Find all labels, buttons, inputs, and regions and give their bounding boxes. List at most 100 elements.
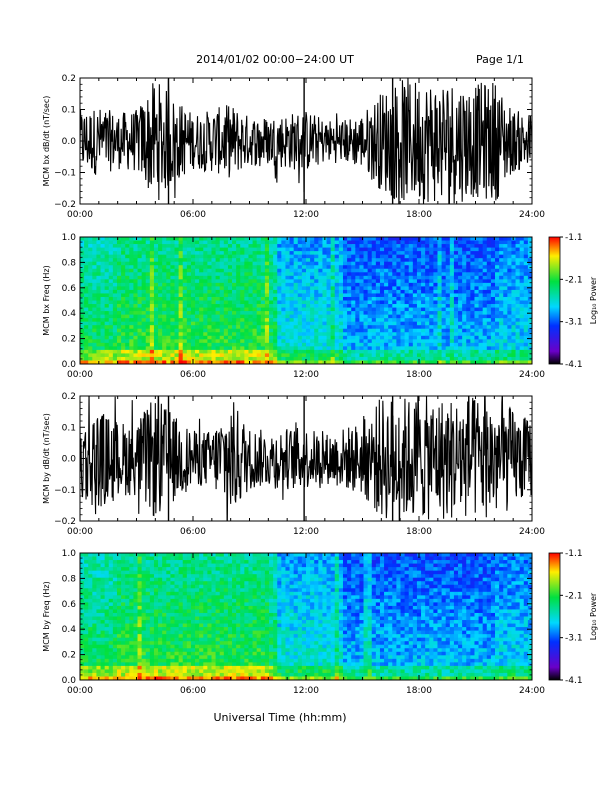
spectrogram-cell [289, 293, 295, 298]
spectrogram-cell [236, 349, 241, 354]
spectrogram-cell [203, 335, 208, 340]
spectrogram-cell [125, 648, 130, 653]
spectrogram-cell [84, 553, 89, 557]
spectrogram-cell [445, 349, 451, 354]
spectrogram-cell [199, 321, 204, 326]
spectrogram-cell [149, 332, 155, 337]
spectrogram-cell [96, 279, 101, 284]
y-axis-label: MCM bx dB/dt (nT/sec) [42, 96, 51, 187]
spectrogram-cell [252, 332, 258, 337]
spectrogram-cell [281, 265, 286, 270]
spectrogram-cell [367, 346, 373, 351]
spectrogram-cell [306, 240, 311, 245]
spectrogram-cell [482, 272, 488, 277]
spectrogram-cell [466, 342, 471, 347]
spectrogram-cell [100, 268, 106, 273]
spectrogram-cell [310, 275, 315, 280]
spectrogram-cell [162, 275, 167, 280]
spectrogram-cell [223, 328, 229, 333]
spectrogram-cell [462, 254, 467, 259]
spectrogram-cell [425, 356, 430, 361]
spectrogram-cell [88, 282, 93, 287]
spectrogram-cell [158, 282, 163, 287]
spectrogram-cell [100, 655, 106, 660]
spectrogram-cell [141, 279, 147, 284]
spectrogram-cell [125, 574, 130, 579]
spectrogram-cell [96, 595, 101, 600]
spectrogram-cell [166, 321, 171, 326]
spectrogram-cell [195, 268, 200, 273]
spectrogram-cell [186, 251, 192, 256]
spectrogram-cell [330, 360, 336, 365]
spectrogram-cell [412, 240, 418, 245]
spectrogram-cell [269, 268, 274, 273]
spectrogram-cell [458, 356, 463, 361]
spectrogram-cell [322, 321, 327, 326]
spectrogram-cell [281, 251, 286, 256]
spectrogram-cell [186, 254, 192, 259]
spectrogram-cell [392, 251, 397, 256]
spectrogram-cell [388, 332, 393, 337]
spectrogram-cell [503, 251, 508, 256]
spectrogram-cell [334, 356, 340, 361]
spectrogram-cell [453, 272, 459, 277]
spectrogram-cell [84, 581, 89, 586]
spectrogram-cell [190, 307, 196, 312]
spectrogram-cell [145, 349, 151, 354]
spectrogram-cell [112, 349, 118, 354]
spectrogram-cell [449, 296, 455, 301]
spectrogram-cell [100, 623, 106, 628]
spectrogram-cell [486, 335, 492, 340]
spectrogram-cell [203, 293, 208, 298]
spectrogram-cell [125, 314, 130, 319]
spectrogram-cell [490, 265, 496, 270]
spectrogram-cell [503, 272, 508, 277]
spectrogram-cell [141, 581, 147, 586]
spectrogram-cell [310, 304, 315, 308]
spectrogram-cell [96, 623, 101, 628]
spectrogram-cell [511, 356, 516, 361]
spectrogram-cell [125, 563, 130, 568]
spectrogram-cell [141, 623, 147, 628]
spectrogram-cell [523, 251, 529, 256]
spectrogram-cell [499, 279, 504, 284]
spectrogram-cell [215, 300, 221, 305]
spectrogram-cell [388, 272, 393, 277]
spectrogram-cell [186, 339, 192, 344]
spectrogram-cell [375, 293, 381, 298]
spectrogram-cell [260, 258, 266, 263]
spectrogram-cell [330, 289, 336, 294]
spectrogram-cell [281, 286, 286, 291]
spectrogram-cell [384, 275, 389, 280]
spectrogram-cell [421, 251, 426, 256]
spectrogram-cell [162, 247, 167, 252]
spectrogram-cell [92, 676, 97, 681]
spectrogram-cell [355, 296, 360, 301]
spectrogram-cell [359, 349, 364, 354]
spectrogram-cell [314, 293, 319, 298]
spectrogram-cell [252, 356, 258, 361]
spectrogram-cell [425, 282, 430, 287]
spectrogram-cell [297, 247, 303, 252]
spectrogram-cell [232, 258, 237, 263]
spectrogram-cell [334, 314, 340, 319]
spectrogram-cell [248, 261, 253, 266]
spectrogram-cell [248, 286, 253, 291]
spectrogram-cell [347, 279, 352, 284]
spectrogram-cell [306, 349, 311, 354]
spectrogram-cell [478, 304, 484, 308]
spectrogram-cell [523, 293, 529, 298]
spectrogram-cell [445, 247, 451, 252]
spectrogram-cell [108, 339, 114, 344]
spectrogram-cell [264, 240, 270, 245]
spectrogram-cell [96, 346, 101, 351]
spectrogram-cell [437, 353, 442, 358]
spectrogram-cell [330, 339, 336, 344]
spectrogram-cell [84, 332, 89, 337]
spectrogram-cell [404, 353, 410, 358]
spectrogram-cell [379, 314, 385, 319]
spectrogram-cell [379, 265, 385, 270]
spectrogram-cell [84, 584, 89, 589]
spectrogram-cell [482, 268, 488, 273]
spectrogram-cell [400, 265, 406, 270]
